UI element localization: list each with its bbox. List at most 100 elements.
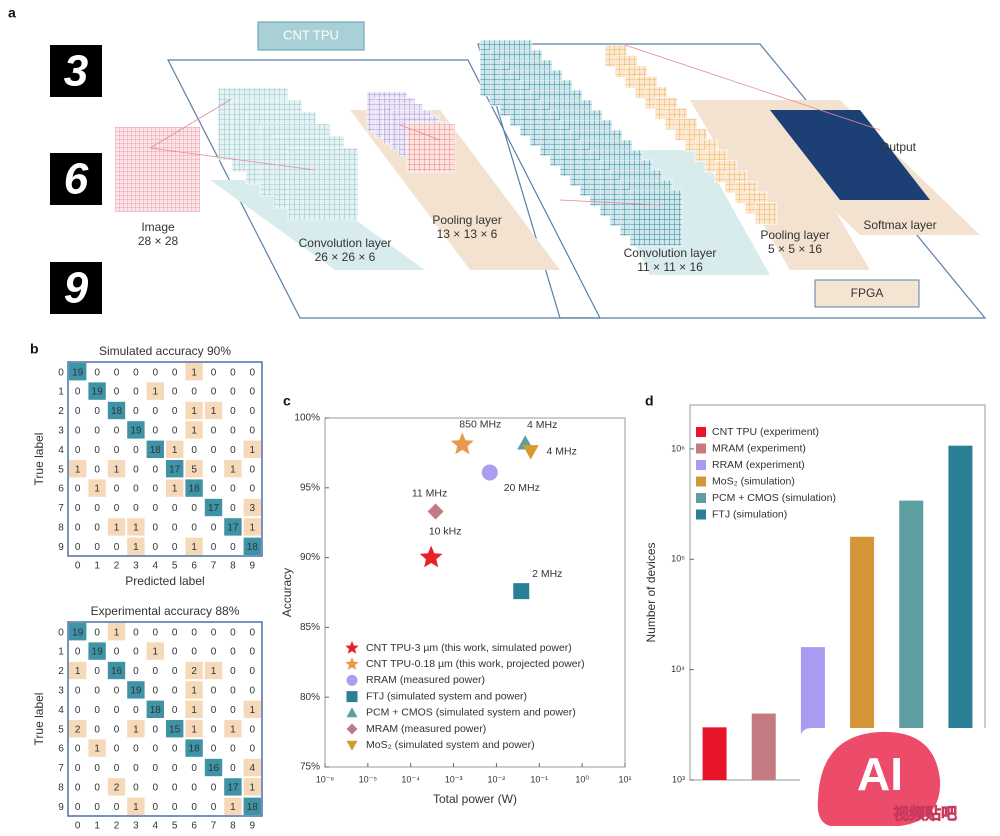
data-point <box>427 503 444 520</box>
feature-map <box>287 147 359 221</box>
matrix-cell <box>204 778 223 796</box>
layer-size: 11 × 11 × 16 <box>637 260 703 274</box>
matrix-cell <box>107 401 126 420</box>
matrix-cell <box>146 401 164 420</box>
matrix-cell <box>107 797 126 815</box>
cell-value: 0 <box>133 763 139 774</box>
matrix-cell <box>185 518 203 536</box>
matrix-cell <box>166 681 184 699</box>
col-label: 4 <box>153 561 159 572</box>
matrix-cell <box>185 681 203 699</box>
col-label: 5 <box>172 561 178 572</box>
matrix-cell <box>224 623 242 641</box>
layer-name: Pooling layer <box>432 213 501 227</box>
confusion-matrix: Simulated accuracy 90%19 0 0 0 0 0 1 0 0 00 19 0 0 1 0… <box>32 344 263 588</box>
matrix-cell <box>69 739 87 757</box>
matrix-cell <box>146 518 164 536</box>
legend-marker <box>346 674 358 686</box>
matrix-cell <box>204 758 223 777</box>
cell-value: 0 <box>153 666 159 677</box>
cell-value: 1 <box>191 426 197 437</box>
matrix-cell <box>243 440 261 458</box>
col-label: 7 <box>211 561 217 572</box>
cell-value: 19 <box>72 367 84 378</box>
digit: 6 <box>64 155 89 204</box>
matrix-cell <box>166 382 184 400</box>
matrix-cell <box>243 797 261 815</box>
cell-value: 0 <box>172 406 178 417</box>
matrix-cell <box>166 421 184 439</box>
matrix-cell <box>127 440 145 458</box>
col-label: 2 <box>114 561 120 572</box>
cell-value: 0 <box>114 445 120 456</box>
cell-value: 0 <box>172 627 178 638</box>
cell-value: 1 <box>133 724 139 735</box>
row-label: 3 <box>58 686 64 697</box>
cell-value: 0 <box>75 763 81 774</box>
cell-value: 15 <box>169 724 181 735</box>
matrix-cell <box>166 460 184 478</box>
cell-value: 1 <box>250 445 256 456</box>
matrix-cell <box>69 623 87 641</box>
matrix-cell <box>224 498 242 517</box>
matrix-cell <box>185 758 203 777</box>
legend-marker <box>345 657 359 670</box>
point-label: 850 MHz <box>459 418 501 430</box>
matrix-cell <box>107 700 126 718</box>
point-label: 4 MHz <box>547 445 577 457</box>
y-tick-label: 80% <box>300 692 320 703</box>
x-tick-label: 10¹ <box>618 774 631 784</box>
matrix-cell <box>166 778 184 796</box>
matrix-cell <box>146 797 164 815</box>
cell-value: 0 <box>230 542 236 553</box>
cell-value: 0 <box>211 686 217 697</box>
matrix-cell <box>166 642 184 660</box>
row-label: 4 <box>58 705 64 716</box>
cell-value: 18 <box>150 705 162 716</box>
cell-value: 0 <box>172 523 178 534</box>
cell-value: 0 <box>172 705 178 716</box>
matrix-cell <box>146 642 164 660</box>
matrix-cell <box>204 382 223 400</box>
matrix-cell <box>224 739 242 757</box>
col-label: 9 <box>250 821 256 831</box>
input-image-grid <box>115 127 200 212</box>
cell-value: 0 <box>191 802 197 813</box>
matrix-cell <box>127 537 145 555</box>
matrix-cell <box>107 518 126 536</box>
matrix-cell <box>185 421 203 439</box>
cell-value: 0 <box>114 484 120 495</box>
matrix-cell <box>107 421 126 439</box>
cell-value: 0 <box>191 387 197 398</box>
matrix-cell <box>69 642 87 660</box>
cell-value: 0 <box>133 783 139 794</box>
matrix-cell <box>127 681 145 699</box>
cell-value: 0 <box>94 627 100 638</box>
cell-value: 0 <box>211 744 217 755</box>
matrix-cell <box>146 720 164 738</box>
matrix-cell <box>243 479 261 497</box>
col-label: 6 <box>191 561 197 572</box>
cell-value: 0 <box>94 783 100 794</box>
cell-value: 0 <box>75 445 81 456</box>
watermark: AI 视频贴吧 <box>800 728 1000 831</box>
matrix-frame <box>67 361 263 557</box>
cell-value: 0 <box>114 802 120 813</box>
col-label: 9 <box>250 561 256 572</box>
matrix-cell <box>107 623 126 641</box>
matrix-title: Experimental accuracy 88% <box>91 604 240 618</box>
cell-value: 0 <box>75 387 81 398</box>
legend-label: FTJ (simulation) <box>712 508 787 520</box>
cell-value: 0 <box>172 542 178 553</box>
matrix-cell <box>127 642 145 660</box>
matrix-cell <box>88 460 106 478</box>
row-label: 5 <box>58 464 64 475</box>
matrix-cell <box>127 739 145 757</box>
matrix-cell <box>88 479 106 497</box>
legend-marker <box>345 641 359 654</box>
x-axis-label: Predicted label <box>125 574 204 588</box>
matrix-cell <box>69 498 87 517</box>
digit: 3 <box>64 47 88 96</box>
matrix-cell <box>88 778 106 796</box>
